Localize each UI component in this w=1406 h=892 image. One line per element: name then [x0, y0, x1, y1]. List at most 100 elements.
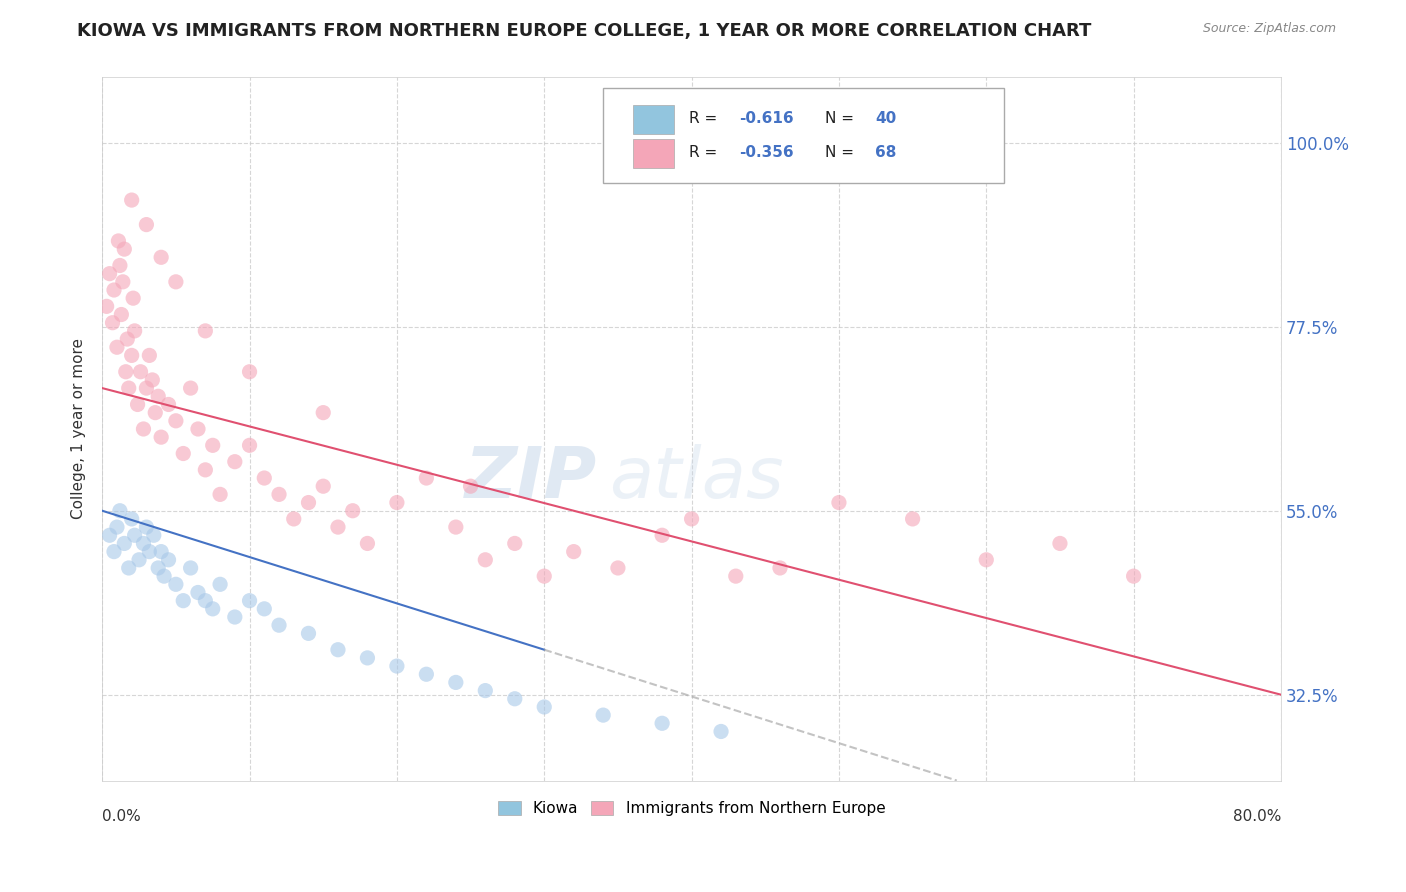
- Point: [121, 512, 143, 526]
- Text: N =: N =: [825, 112, 859, 127]
- Point: [112, 536, 135, 550]
- Point: [342, 504, 364, 518]
- Text: -0.616: -0.616: [738, 112, 793, 127]
- Point: [503, 536, 526, 550]
- Point: [385, 495, 408, 509]
- Point: [138, 544, 160, 558]
- Point: [118, 561, 141, 575]
- Point: [312, 479, 335, 493]
- Point: [165, 577, 187, 591]
- Point: [356, 651, 378, 665]
- Point: [117, 332, 139, 346]
- Point: [974, 553, 997, 567]
- Point: [108, 504, 131, 518]
- Point: [385, 659, 408, 673]
- Point: [127, 397, 149, 411]
- Point: [114, 365, 136, 379]
- Point: [150, 544, 173, 558]
- Point: [98, 267, 121, 281]
- Point: [444, 675, 467, 690]
- Point: [135, 381, 157, 395]
- Point: [132, 422, 155, 436]
- Point: [135, 520, 157, 534]
- Point: [108, 259, 131, 273]
- Point: [253, 471, 276, 485]
- Point: [157, 397, 180, 411]
- Point: [503, 691, 526, 706]
- Point: [209, 577, 232, 591]
- Point: [724, 569, 747, 583]
- Point: [96, 299, 118, 313]
- Point: [238, 365, 260, 379]
- Text: 68: 68: [876, 145, 897, 161]
- Point: [356, 536, 378, 550]
- Point: [253, 602, 276, 616]
- Point: [312, 406, 335, 420]
- Point: [201, 602, 224, 616]
- Point: [592, 708, 614, 723]
- Point: [460, 479, 482, 493]
- Point: [153, 569, 176, 583]
- Point: [606, 561, 628, 575]
- Point: [474, 553, 496, 567]
- Text: ZIP: ZIP: [465, 443, 598, 513]
- Point: [165, 275, 187, 289]
- Point: [1049, 536, 1071, 550]
- Point: [143, 406, 166, 420]
- Text: 80.0%: 80.0%: [1233, 809, 1281, 824]
- Point: [157, 553, 180, 567]
- Point: [267, 618, 290, 632]
- Point: [238, 438, 260, 452]
- Point: [326, 520, 349, 534]
- Point: [180, 561, 202, 575]
- Text: -0.356: -0.356: [738, 145, 793, 161]
- Point: [180, 381, 202, 395]
- Text: atlas: atlas: [609, 443, 783, 513]
- Point: [209, 487, 232, 501]
- Text: KIOWA VS IMMIGRANTS FROM NORTHERN EUROPE COLLEGE, 1 YEAR OR MORE CORRELATION CHA: KIOWA VS IMMIGRANTS FROM NORTHERN EUROPE…: [77, 22, 1091, 40]
- Point: [533, 700, 555, 714]
- Point: [224, 610, 246, 624]
- Point: [769, 561, 792, 575]
- Point: [105, 340, 128, 354]
- Point: [474, 683, 496, 698]
- Point: [562, 544, 585, 558]
- Point: [297, 626, 319, 640]
- Point: [194, 324, 217, 338]
- Point: [681, 512, 703, 526]
- FancyBboxPatch shape: [603, 88, 1004, 183]
- Point: [122, 291, 145, 305]
- Point: [135, 218, 157, 232]
- Point: [172, 446, 194, 460]
- Point: [105, 520, 128, 534]
- Text: R =: R =: [689, 145, 723, 161]
- Text: N =: N =: [825, 145, 859, 161]
- Point: [118, 381, 141, 395]
- Point: [148, 561, 170, 575]
- Point: [150, 430, 173, 444]
- Point: [710, 724, 733, 739]
- FancyBboxPatch shape: [633, 105, 673, 135]
- FancyBboxPatch shape: [633, 138, 673, 168]
- Point: [201, 438, 224, 452]
- Point: [651, 716, 673, 731]
- Point: [326, 642, 349, 657]
- Point: [194, 593, 217, 607]
- Point: [141, 373, 163, 387]
- Point: [148, 389, 170, 403]
- Text: 0.0%: 0.0%: [103, 809, 141, 824]
- Point: [98, 528, 121, 542]
- Point: [112, 242, 135, 256]
- Text: Source: ZipAtlas.com: Source: ZipAtlas.com: [1202, 22, 1336, 36]
- Point: [138, 348, 160, 362]
- Point: [828, 495, 851, 509]
- Point: [172, 593, 194, 607]
- Point: [165, 414, 187, 428]
- Point: [103, 283, 125, 297]
- Point: [107, 234, 129, 248]
- Point: [224, 455, 246, 469]
- Point: [901, 512, 924, 526]
- Point: [194, 463, 217, 477]
- Point: [111, 275, 134, 289]
- Point: [297, 495, 319, 509]
